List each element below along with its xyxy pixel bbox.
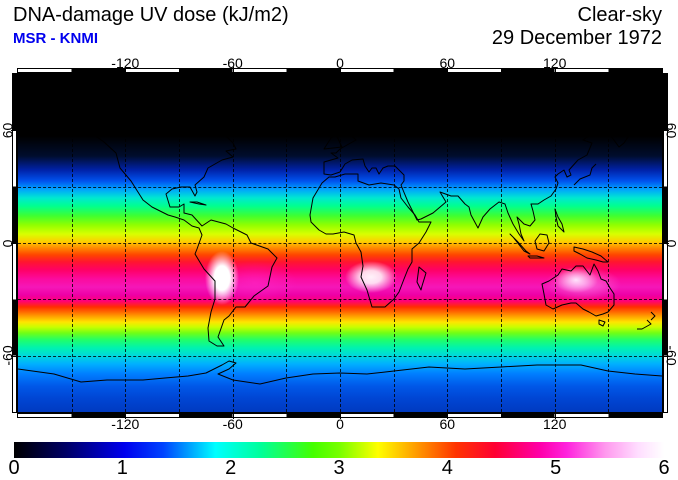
tick-mark [663,355,669,357]
uk-coastline [323,133,343,150]
tick-mark [125,413,127,419]
sumatra-coastline [509,233,531,255]
sky-condition-label: Clear-sky [577,4,662,26]
coastlines-layer [18,92,662,385]
x-axis-label-bottom: -60 [222,416,243,432]
tick-mark [11,130,17,132]
americas-coastline [38,109,278,347]
madagascar-coastline [416,266,427,291]
colorbar-tick-label: 5 [550,457,562,479]
colorbar-tick-label: 2 [225,457,237,479]
y-axis-label-left: -60 [0,345,16,366]
eurasia-coastline [323,105,662,242]
x-axis-label-bottom: 0 [336,416,344,432]
gridline [18,186,662,188]
tick-mark [125,67,127,73]
colorbar-tick-label: 4 [441,457,453,479]
colorbar-tick-label: 1 [116,457,128,479]
philippines-coastline [554,208,565,233]
tasmania-coastline [598,319,606,327]
colorbar [14,442,664,458]
y-axis-label-right: 60 [663,122,678,139]
tick-mark [663,243,669,244]
new-zealand-coastline [637,311,656,330]
australia-coastline [541,263,615,317]
tick-mark [340,67,341,73]
gridline [18,299,662,301]
tick-mark [11,355,17,357]
x-axis-label-bottom: 60 [439,416,456,432]
tick-mark [554,413,556,419]
cuba-coastline [189,201,207,206]
tick-mark [663,130,669,132]
new-guinea-coastline [573,246,609,263]
tick-mark [340,413,341,419]
x-axis-label-top: -60 [222,55,243,71]
x-axis-label-top: 120 [543,55,567,71]
x-axis-label-bottom: 120 [543,416,567,432]
y-axis-label-left: 0 [0,239,16,248]
tick-mark [232,67,234,73]
tick-mark [232,413,234,419]
gridline [18,355,662,357]
africa-coastline [309,173,432,308]
greenland-coastline [244,92,311,131]
tick-mark [447,413,449,419]
colorbar-tick-label: 0 [8,457,20,479]
x-axis-label-bottom: -120 [111,416,140,432]
x-axis-label-top: -120 [111,55,140,71]
x-axis-label-top: 60 [439,55,456,71]
tick-mark [11,243,17,244]
colorbar-tick-label: 6 [658,457,670,479]
japan-coastline [573,163,597,186]
antarctica-coastline [18,360,662,385]
y-axis-label-left: 60 [0,122,16,139]
y-axis-label-right: -60 [663,345,678,366]
gridline [18,130,662,132]
tick-mark [447,67,449,73]
source-label: MSR - KNMI [13,30,98,47]
y-axis-label-right: 0 [663,239,678,248]
colorbar-tick-label: 3 [333,457,345,479]
x-axis-label-top: 0 [336,55,344,71]
date-label: 29 December 1972 [491,27,662,49]
java-coastline [527,255,545,259]
gridline [18,243,662,244]
page-title: DNA-damage UV dose (kJ/m2) [13,4,289,26]
tick-mark [554,67,556,73]
world-map-plot [11,67,669,419]
